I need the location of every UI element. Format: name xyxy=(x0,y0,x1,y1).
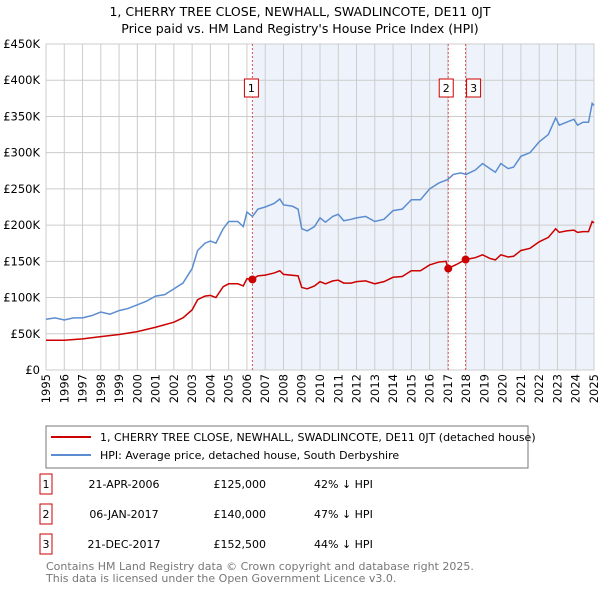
x-tick-label: 2001 xyxy=(149,374,163,403)
sale-number: 3 xyxy=(470,82,477,95)
sale-price: £140,000 xyxy=(214,508,267,521)
x-tick-label: 2017 xyxy=(441,374,455,403)
x-tick-label: 2012 xyxy=(350,374,364,403)
x-tick-label: 2021 xyxy=(514,374,528,403)
x-tick-label: 2004 xyxy=(203,374,217,403)
x-tick-label: 1999 xyxy=(112,374,126,403)
sale-number: 1 xyxy=(248,82,255,95)
sale-date: 21-APR-2006 xyxy=(88,478,159,491)
x-tick-label: 2006 xyxy=(240,374,254,403)
sale-date: 06-JAN-2017 xyxy=(89,508,158,521)
x-tick-label: 2023 xyxy=(550,374,564,403)
footer-line-1: Contains HM Land Registry data © Crown c… xyxy=(46,560,474,573)
y-tick-label: £200K xyxy=(3,218,40,232)
hpi-line xyxy=(45,101,595,321)
sale-number: 2 xyxy=(443,82,450,95)
legend-box xyxy=(45,425,529,469)
chart-subtitle: Price paid vs. HM Land Registry's House … xyxy=(121,21,478,36)
sale-hpi-diff: 47% ↓ HPI xyxy=(314,508,373,521)
x-tick-label: 2016 xyxy=(423,374,437,403)
sale-row-number: 2 xyxy=(43,508,50,521)
x-tick-label: 2008 xyxy=(276,374,290,403)
x-tick-label: 1997 xyxy=(76,374,90,403)
sale-row: 3 21-DEC-2017 £152,500 44% ↓ HPI xyxy=(39,533,373,555)
y-tick-label: £0 xyxy=(25,363,40,377)
x-tick-label: 1995 xyxy=(39,374,53,403)
legend-label-property: 1, CHERRY TREE CLOSE, NEWHALL, SWADLINCO… xyxy=(100,431,536,444)
sale-number-badge xyxy=(466,78,482,98)
sale-hpi-diff: 42% ↓ HPI xyxy=(314,478,373,491)
y-tick-label: £150K xyxy=(3,254,40,268)
legend-label-hpi: HPI: Average price, detached house, Sout… xyxy=(100,449,399,462)
x-tick-label: 1998 xyxy=(94,374,108,403)
x-tick-label: 2000 xyxy=(130,374,144,403)
y-tick-label: £250K xyxy=(3,182,40,196)
sale-price: £125,000 xyxy=(214,478,267,491)
sale-hpi-diff: 44% ↓ HPI xyxy=(314,538,373,551)
sale-row-number: 3 xyxy=(43,538,50,551)
chart-title: 1, CHERRY TREE CLOSE, NEWHALL, SWADLINCO… xyxy=(109,4,490,19)
y-tick-label: £50K xyxy=(11,327,41,341)
y-tick-label: £350K xyxy=(3,109,40,123)
sale-number-badge xyxy=(243,78,259,98)
x-tick-label: 2022 xyxy=(532,374,546,403)
ownership-shade-2 xyxy=(465,44,594,370)
sale-row-badge xyxy=(39,503,53,525)
sale-date: 21-DEC-2017 xyxy=(87,538,160,551)
x-tick-label: 2002 xyxy=(167,374,181,403)
x-tick-label: 2014 xyxy=(386,374,400,403)
x-tick-label: 1996 xyxy=(57,374,71,403)
x-tick-label: 2011 xyxy=(331,374,345,403)
x-tick-label: 2013 xyxy=(368,374,382,403)
y-tick-label: £450K xyxy=(3,37,40,51)
x-tick-label: 2010 xyxy=(313,374,327,403)
x-tick-label: 2020 xyxy=(496,374,510,403)
sale-number-badge xyxy=(438,78,454,98)
x-tick-label: 2019 xyxy=(477,374,491,403)
x-tick-label: 2025 xyxy=(587,374,600,403)
x-tick-label: 2005 xyxy=(222,374,236,403)
y-tick-label: £100K xyxy=(3,291,40,305)
x-tick-label: 2007 xyxy=(258,374,272,403)
sale-point xyxy=(461,255,470,264)
y-tick-label: £400K xyxy=(3,73,40,87)
y-tick-label: £300K xyxy=(3,146,40,160)
footer-line-2: This data is licensed under the Open Gov… xyxy=(45,572,396,585)
x-tick-label: 2015 xyxy=(404,374,418,403)
plot-border xyxy=(45,43,595,371)
sale-row-badge xyxy=(39,533,53,555)
sale-price: £152,500 xyxy=(214,538,267,551)
sale-row-number: 1 xyxy=(43,478,50,491)
sale-row-badge xyxy=(39,473,53,495)
x-tick-label: 2003 xyxy=(185,374,199,403)
sale-point xyxy=(248,275,257,284)
property-price-line xyxy=(46,220,595,342)
x-tick-label: 2018 xyxy=(459,374,473,403)
x-tick-label: 2009 xyxy=(295,374,309,403)
sale-point xyxy=(444,264,453,273)
sale-row: 2 06-JAN-2017 £140,000 47% ↓ HPI xyxy=(39,503,373,525)
sale-row: 1 21-APR-2006 £125,000 42% ↓ HPI xyxy=(39,473,373,495)
x-tick-label: 2024 xyxy=(569,374,583,403)
ownership-shade-1 xyxy=(252,44,449,370)
